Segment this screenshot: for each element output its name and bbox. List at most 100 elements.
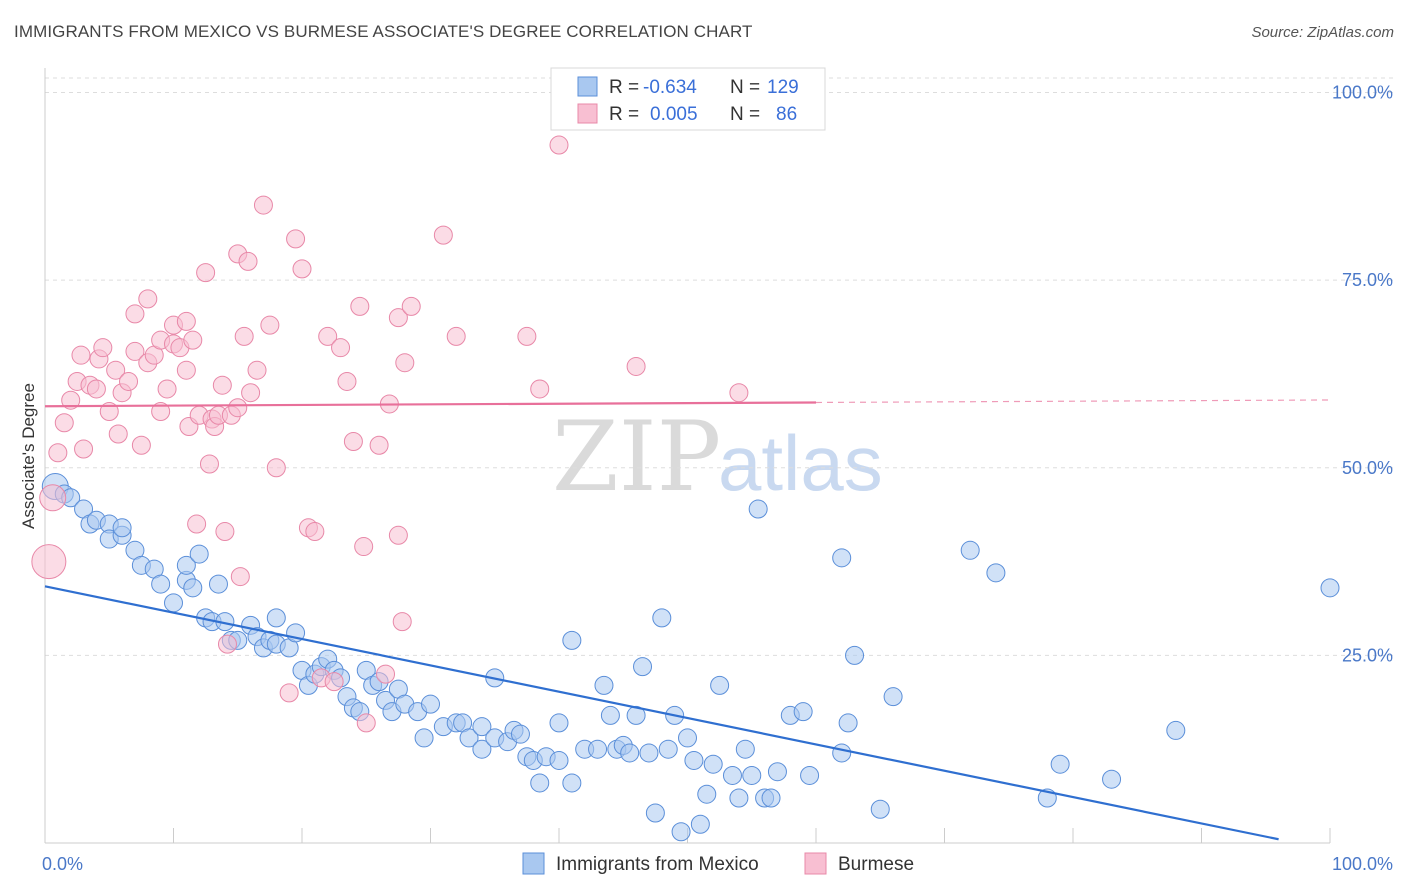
bottom-legend-swatch-mexico xyxy=(522,852,545,875)
mexico-point-111 xyxy=(986,563,1006,583)
burmese-point-23 xyxy=(151,401,171,421)
bottom-legend-burmese: Burmese xyxy=(838,854,914,875)
burmese-point-77 xyxy=(446,326,466,346)
legend-n-value-mexico: 129 xyxy=(767,77,799,98)
burmese-point-11 xyxy=(93,338,113,358)
bottom-legend-swatch-burmese xyxy=(804,852,827,875)
y-tick-label-0: 25.0% xyxy=(1342,645,1393,665)
burmese-point-36 xyxy=(199,454,219,474)
mexico-point-13 xyxy=(151,574,171,594)
burmese-point-73 xyxy=(392,612,412,632)
legend-n-value-burmese: 86 xyxy=(776,104,797,125)
legend: R = -0.634 N = 129 R = 0.005 N = 86 xyxy=(550,67,826,131)
trendline-burmese xyxy=(44,401,817,408)
y-tick-labels: 25.0% 50.0% 75.0% 100.0% xyxy=(1332,83,1393,666)
burmese-point-13 xyxy=(106,360,126,380)
mexico-point-107 xyxy=(845,645,865,665)
mexico-point-16 xyxy=(176,555,196,575)
burmese-point-2 xyxy=(48,443,68,463)
burmese-point-81 xyxy=(626,356,646,376)
chart-source: Source: ZipAtlas.com xyxy=(1251,24,1394,41)
watermark-zip: ZIP xyxy=(552,401,721,513)
burmese-point-18 xyxy=(125,304,145,324)
burmese-point-71 xyxy=(388,525,408,545)
mexico-point-88 xyxy=(684,750,704,770)
mexico-point-99 xyxy=(761,788,781,808)
mexico-point-74 xyxy=(594,675,614,695)
burmese-point-76 xyxy=(433,225,453,245)
legend-r-label-burmese: R = xyxy=(609,104,639,125)
mexico-point-66 xyxy=(530,773,550,793)
mexico-point-63 xyxy=(510,724,530,744)
series-burmese-points xyxy=(31,135,749,733)
burmese-point-25 xyxy=(157,379,177,399)
mexico-point-100 xyxy=(767,762,787,782)
burmese-point-80 xyxy=(549,135,569,155)
mexico-point-52 xyxy=(421,694,440,714)
bottom-legend-mexico: Immigrants from Mexico xyxy=(556,854,759,875)
mexico-point-94 xyxy=(729,788,749,808)
mexico-point-89 xyxy=(690,814,710,834)
burmese-point-0 xyxy=(31,544,67,580)
mexico-point-75 xyxy=(600,705,620,725)
burmese-point-66 xyxy=(354,537,374,557)
mexico-point-81 xyxy=(639,743,659,763)
mexico-point-17 xyxy=(183,578,203,598)
burmese-point-4 xyxy=(61,390,81,410)
burmese-point-58 xyxy=(305,522,325,542)
mexico-point-51 xyxy=(414,728,434,748)
burmese-point-41 xyxy=(215,522,235,542)
gridlines xyxy=(45,77,1395,656)
burmese-point-33 xyxy=(187,514,207,534)
burmese-point-30 xyxy=(176,360,196,380)
burmese-point-19 xyxy=(131,435,151,455)
mexico-point-68 xyxy=(549,713,569,733)
burmese-point-72 xyxy=(388,308,408,328)
mexico-point-106 xyxy=(838,713,858,733)
burmese-point-61 xyxy=(324,672,344,692)
x-tick-label-0: 0.0% xyxy=(42,854,83,874)
bottom-legend: Immigrants from Mexico Burmese xyxy=(522,852,914,875)
y-tick-label-2: 75.0% xyxy=(1342,270,1393,290)
series-mexico-points xyxy=(41,473,1340,842)
chart-title: IMMIGRANTS FROM MEXICO VS BURMESE ASSOCI… xyxy=(14,22,753,41)
legend-n-label-mexico: N = xyxy=(730,77,760,98)
watermark: ZIP atlas xyxy=(552,401,883,513)
burmese-point-35 xyxy=(196,263,216,283)
burmese-point-74 xyxy=(395,353,415,373)
y-tick-label-3: 100.0% xyxy=(1332,83,1393,103)
mexico-point-105 xyxy=(832,548,852,568)
burmese-point-46 xyxy=(230,567,250,587)
burmese-point-32 xyxy=(183,330,203,350)
burmese-point-48 xyxy=(238,251,258,271)
burmese-point-53 xyxy=(266,458,286,478)
burmese-point-64 xyxy=(343,431,363,451)
mexico-point-96 xyxy=(742,765,762,785)
mexico-point-102 xyxy=(793,702,813,722)
mexico-point-95 xyxy=(735,739,755,759)
legend-swatch-mexico xyxy=(577,76,598,97)
mexico-point-110 xyxy=(960,540,980,560)
mexico-point-30 xyxy=(266,608,286,628)
burmese-point-47 xyxy=(234,326,254,346)
burmese-point-78 xyxy=(517,326,537,346)
mexico-point-9 xyxy=(112,518,132,538)
burmese-point-3 xyxy=(54,413,74,433)
mexico-point-108 xyxy=(870,799,890,819)
burmese-point-14 xyxy=(108,424,128,444)
x-tick-label-1: 100.0% xyxy=(1332,854,1393,874)
burmese-point-52 xyxy=(260,315,280,335)
burmese-point-69 xyxy=(376,664,396,684)
mexico-point-116 xyxy=(1320,578,1340,598)
mexico-point-87 xyxy=(678,728,697,748)
watermark-atlas: atlas xyxy=(718,419,883,507)
mexico-point-70 xyxy=(562,630,582,650)
burmese-point-49 xyxy=(241,383,261,403)
y-axis-label: Associate's Degree xyxy=(19,383,38,529)
mexico-point-56 xyxy=(459,728,479,748)
burmese-point-7 xyxy=(74,439,94,459)
burmese-point-65 xyxy=(350,296,370,316)
mexico-point-86 xyxy=(671,822,691,842)
burmese-point-45 xyxy=(228,398,248,418)
